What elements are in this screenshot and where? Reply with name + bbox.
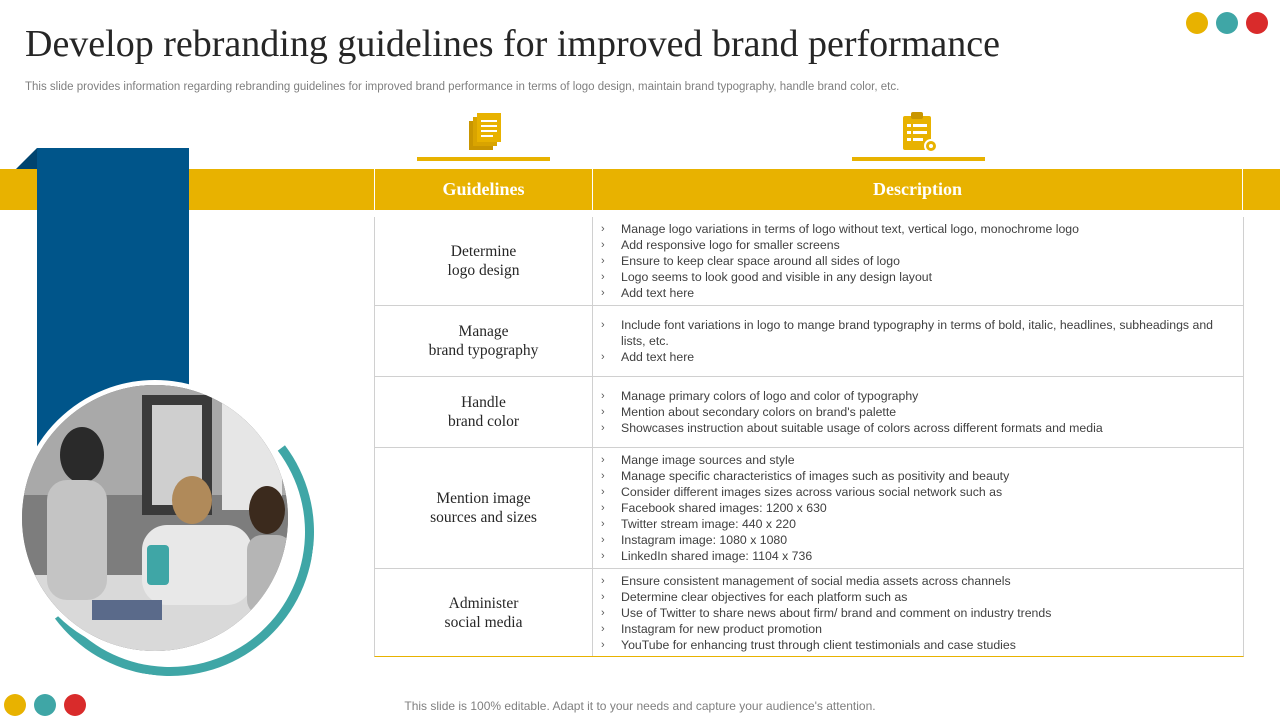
guideline-cell: Mention image sources and sizes <box>375 448 593 568</box>
list-item: › Facebook shared images: 1200 x 630 <box>601 501 827 515</box>
chevron-right-icon: › <box>601 606 605 619</box>
chevron-right-icon: › <box>601 550 605 562</box>
list-item: › Add responsive logo for smaller screens <box>601 238 840 252</box>
header-divider <box>1242 169 1243 210</box>
chevron-right-icon: › <box>601 390 605 402</box>
table-row: Handle brand color › Manage primary colors… <box>375 377 1243 448</box>
clipboard-gear-icon <box>900 112 940 159</box>
guideline-line: sources and sizes <box>430 509 537 526</box>
list-item: › Ensure consistent management of social … <box>601 573 1011 588</box>
table-row: Administer social media › Ensure consisten… <box>375 569 1243 656</box>
list-item: › Ensure to keep clear space around all s… <box>601 254 900 268</box>
chevron-right-icon: › <box>601 486 605 498</box>
guideline-cell: Handle brand color <box>375 377 593 447</box>
chevron-right-icon: › <box>601 638 605 651</box>
documents-icon <box>466 112 502 157</box>
chevron-right-icon: › <box>601 422 605 434</box>
list-item: › Twitter stream image: 440 x 220 <box>601 517 796 531</box>
yellow-dot-icon <box>4 694 26 716</box>
list-item: › Include font variations in logo to mang… <box>601 318 1213 348</box>
list-item: › Use of Twitter to share news about firm… <box>601 605 1052 620</box>
table-row: Mention image sources and sizes › Mange im… <box>375 448 1243 569</box>
decor-dots-top <box>1186 12 1268 34</box>
chevron-right-icon: › <box>601 454 605 466</box>
description-cell: › Manage primary colors of logo and color… <box>593 377 1243 447</box>
description-cell: › Mange image sources and style › Manage s… <box>593 448 1243 568</box>
guideline-line: Handle <box>461 394 506 411</box>
table-row: Manage brand typography › Include font var… <box>375 306 1243 377</box>
guideline-line: brand color <box>447 413 519 430</box>
chevron-right-icon: › <box>601 287 605 299</box>
page-title: Develop rebranding guidelines for improv… <box>25 23 1000 65</box>
list-item: › Add text here <box>601 286 695 300</box>
guideline-line: Determine <box>450 243 517 260</box>
list-item: › Mention about secondary colors on brand… <box>601 405 897 419</box>
description-underline <box>852 157 985 161</box>
chevron-right-icon: › <box>601 518 605 530</box>
guideline-line: Administer <box>448 594 519 612</box>
chevron-right-icon: › <box>601 590 605 603</box>
chevron-right-icon: › <box>601 319 605 331</box>
list-item: › Manage logo variations in terms of logo… <box>601 222 1079 236</box>
list-item: › Logo seems to look good and visible in … <box>601 270 933 284</box>
guideline-line: Manage <box>458 323 509 340</box>
teal-dot-icon <box>1216 12 1238 34</box>
description-cell: › Manage logo variations in terms of logo… <box>593 217 1243 305</box>
guideline-cell: Manage brand typography <box>375 306 593 376</box>
header-band <box>0 169 1280 210</box>
guidelines-header: Guidelines <box>442 179 525 199</box>
team-photo-illustration <box>22 385 288 651</box>
list-item: › Mange image sources and style <box>601 453 795 467</box>
chevron-right-icon: › <box>601 622 605 635</box>
list-item: › Instagram for new product promotion <box>601 621 822 636</box>
guidelines-table: Determine logo design › Manage logo variat… <box>374 217 1244 657</box>
chevron-right-icon: › <box>601 255 605 267</box>
chevron-right-icon: › <box>601 470 605 482</box>
list-item: › Determine clear objectives for each pla… <box>601 589 908 604</box>
list-item: › Add text here <box>601 350 695 364</box>
chevron-right-icon: › <box>601 574 605 587</box>
list-item: › Instagram image: 1080 x 1080 <box>601 533 788 547</box>
guideline-line: brand typography <box>428 342 539 359</box>
red-dot-icon <box>64 694 86 716</box>
team-photo <box>17 380 293 656</box>
header-divider <box>592 169 593 210</box>
guideline-line: social media <box>444 613 523 631</box>
description-cell: › Include font variations in logo to mang… <box>593 306 1243 376</box>
ribbon-fold <box>16 148 37 169</box>
list-item: › Consider different images sizes across … <box>601 485 1003 499</box>
teal-dot-icon <box>34 694 56 716</box>
red-dot-icon <box>1246 12 1268 34</box>
header-divider <box>374 169 375 210</box>
chevron-right-icon: › <box>601 239 605 251</box>
chevron-right-icon: › <box>601 502 605 514</box>
chevron-right-icon: › <box>601 351 605 363</box>
chevron-right-icon: › <box>601 223 605 235</box>
footer-note: This slide is 100% editable. Adapt it to… <box>404 699 876 713</box>
list-item: › YouTube for enhancing trust through cli… <box>601 637 1016 652</box>
list-item: › Manage specific characteristics of imag… <box>601 469 1010 483</box>
list-item: › Showcases instruction about suitable us… <box>601 421 1103 435</box>
guideline-line: Mention image <box>436 490 531 507</box>
decor-dots-bottom <box>4 694 86 716</box>
page-subtitle: This slide provides information regardin… <box>25 81 900 93</box>
chevron-right-icon: › <box>601 271 605 283</box>
chevron-right-icon: › <box>601 406 605 418</box>
guidelines-underline <box>417 157 550 161</box>
list-item: › Manage primary colors of logo and color… <box>601 389 919 403</box>
guideline-cell: Determine logo design <box>375 217 593 305</box>
yellow-dot-icon <box>1186 12 1208 34</box>
chevron-right-icon: › <box>601 534 605 546</box>
guideline-cell: Administer social media <box>375 569 593 656</box>
description-header: Description <box>873 179 962 199</box>
guideline-line: logo design <box>447 262 520 279</box>
description-cell: › Ensure consistent management of social … <box>593 569 1243 656</box>
list-item: › LinkedIn shared image: 1104 x 736 <box>601 549 813 563</box>
table-row: Determine logo design › Manage logo variat… <box>375 217 1243 306</box>
